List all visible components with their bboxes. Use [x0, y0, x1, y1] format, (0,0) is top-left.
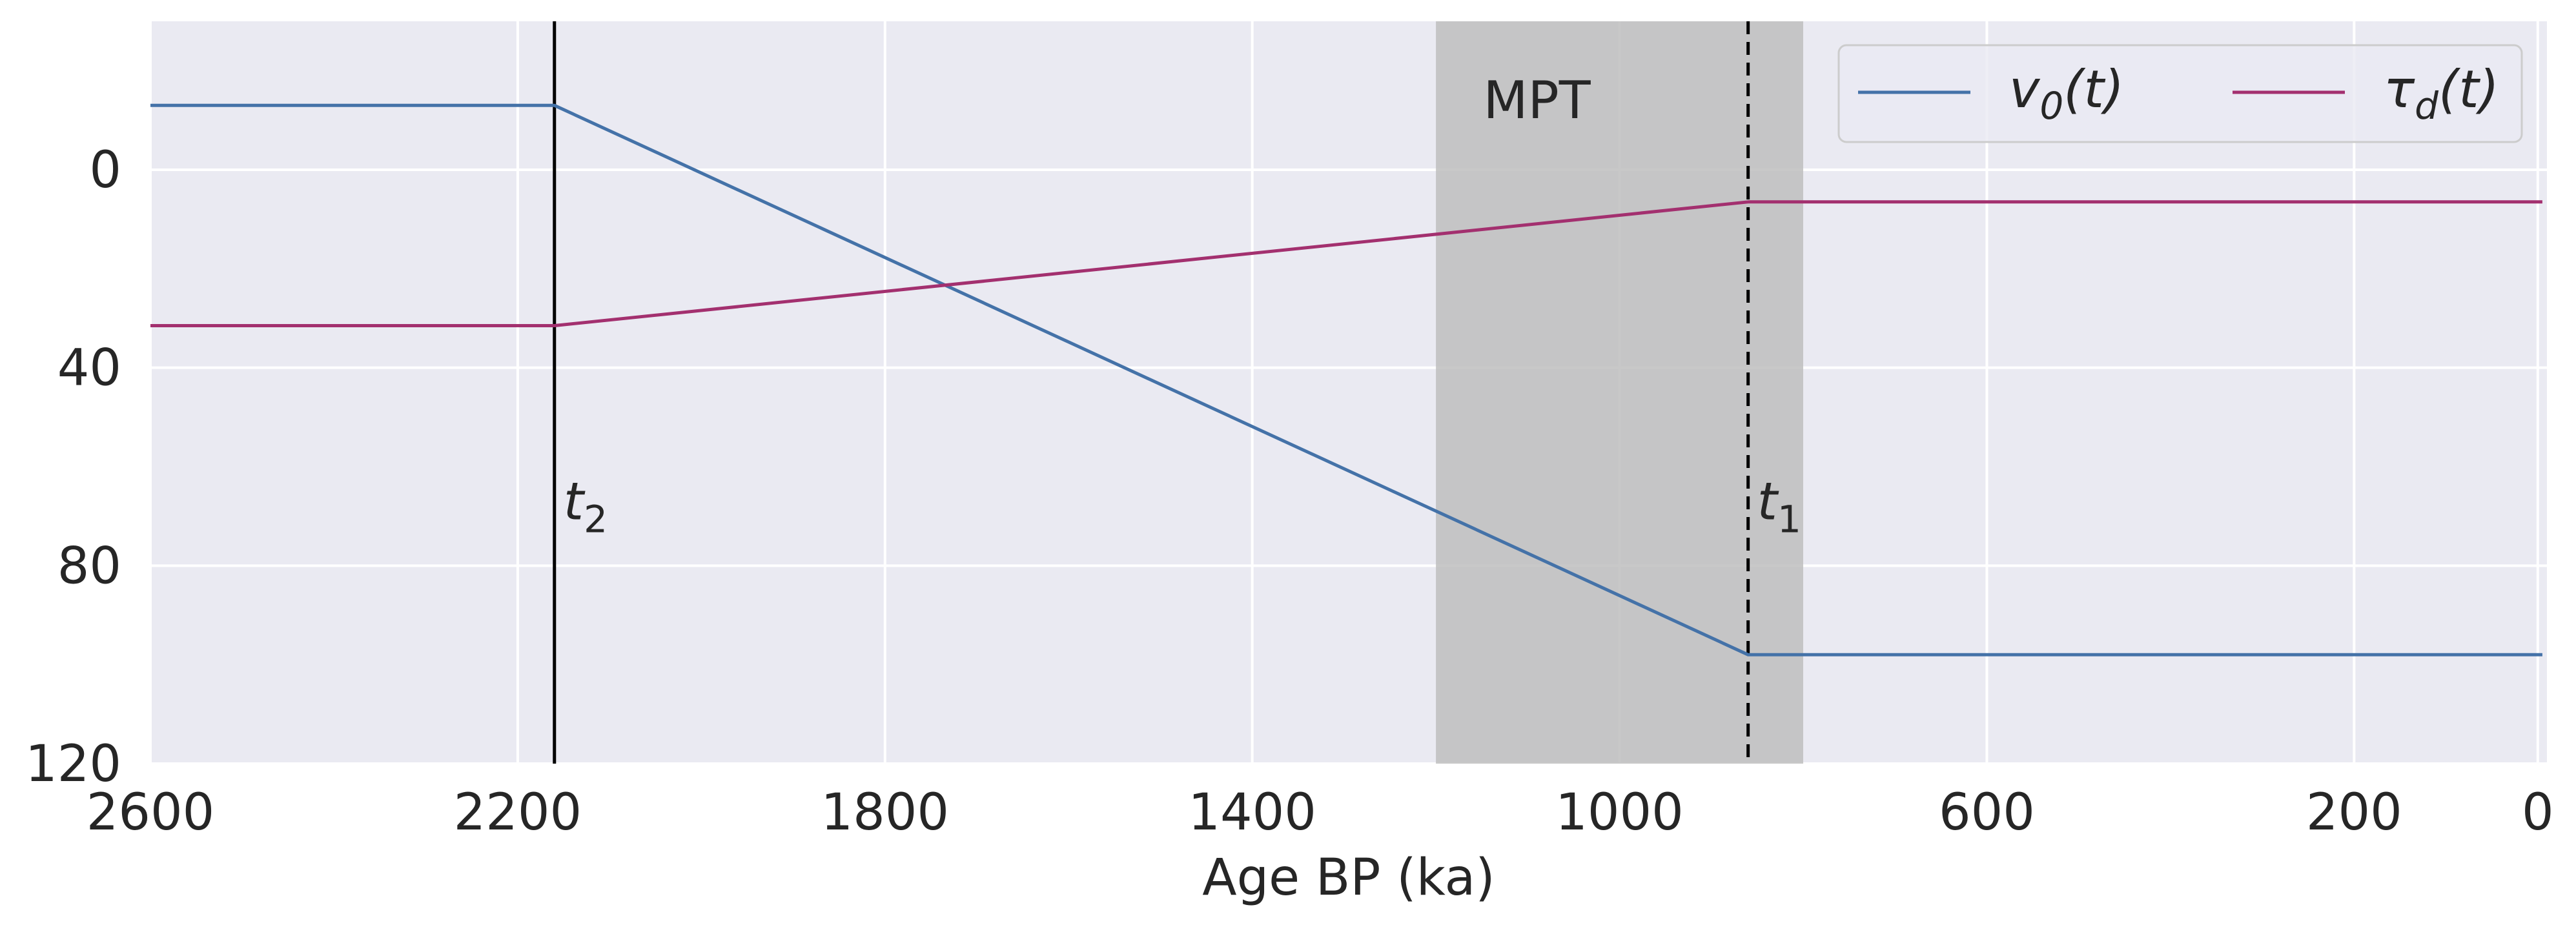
y-tick-label: 40	[57, 340, 121, 398]
x-axis-label: Age BP (ka)	[1202, 849, 1495, 907]
y-tick-label: 80	[57, 537, 121, 595]
legend-label-v0: v0(t)	[2009, 59, 2124, 128]
x-tick-label: 1400	[1188, 784, 1316, 842]
y-tick-label: 0	[89, 141, 121, 199]
y-tick-label: 120	[25, 735, 121, 793]
shaded-region-mpt	[1436, 21, 1803, 764]
series-lines	[150, 103, 2542, 656]
x-tick-label: 2200	[454, 784, 582, 842]
shaded-regions: MPT	[1436, 21, 1803, 764]
x-tick-label: 200	[2306, 784, 2402, 842]
y-tick-labels: 0 40 80 120	[25, 141, 121, 793]
plot-background	[150, 21, 2547, 764]
x-tick-label: 2600	[87, 784, 215, 842]
vline-label-base: t	[564, 472, 586, 532]
vertical-lines: t2 t1	[553, 21, 1801, 764]
legend: v0(t) τd(t)	[1837, 44, 2523, 143]
x-tick-label: 1800	[821, 784, 950, 842]
x-tick-label: 1000	[1555, 784, 1684, 842]
grid	[149, 21, 2547, 765]
vline-label-sub: 1	[1777, 498, 1801, 542]
vline-label-sub: 2	[584, 498, 608, 542]
series-line-tau-d	[150, 200, 2542, 327]
x-tick-label: 600	[1939, 784, 2035, 842]
series-line-v0	[150, 103, 2542, 656]
vline-label-t1: t1	[1757, 472, 1801, 542]
legend-box	[1837, 44, 2523, 143]
vline-label-base: t	[1757, 472, 1779, 532]
shaded-region-label: MPT	[1483, 70, 1591, 130]
legend-label-tau-d: τd(t)	[2384, 59, 2499, 128]
x-tick-label: 0	[2522, 784, 2554, 842]
vline-label-t2: t2	[564, 472, 608, 542]
x-tick-labels: 2600 2200 1800 1400 1000 600 200 0	[87, 784, 2554, 842]
